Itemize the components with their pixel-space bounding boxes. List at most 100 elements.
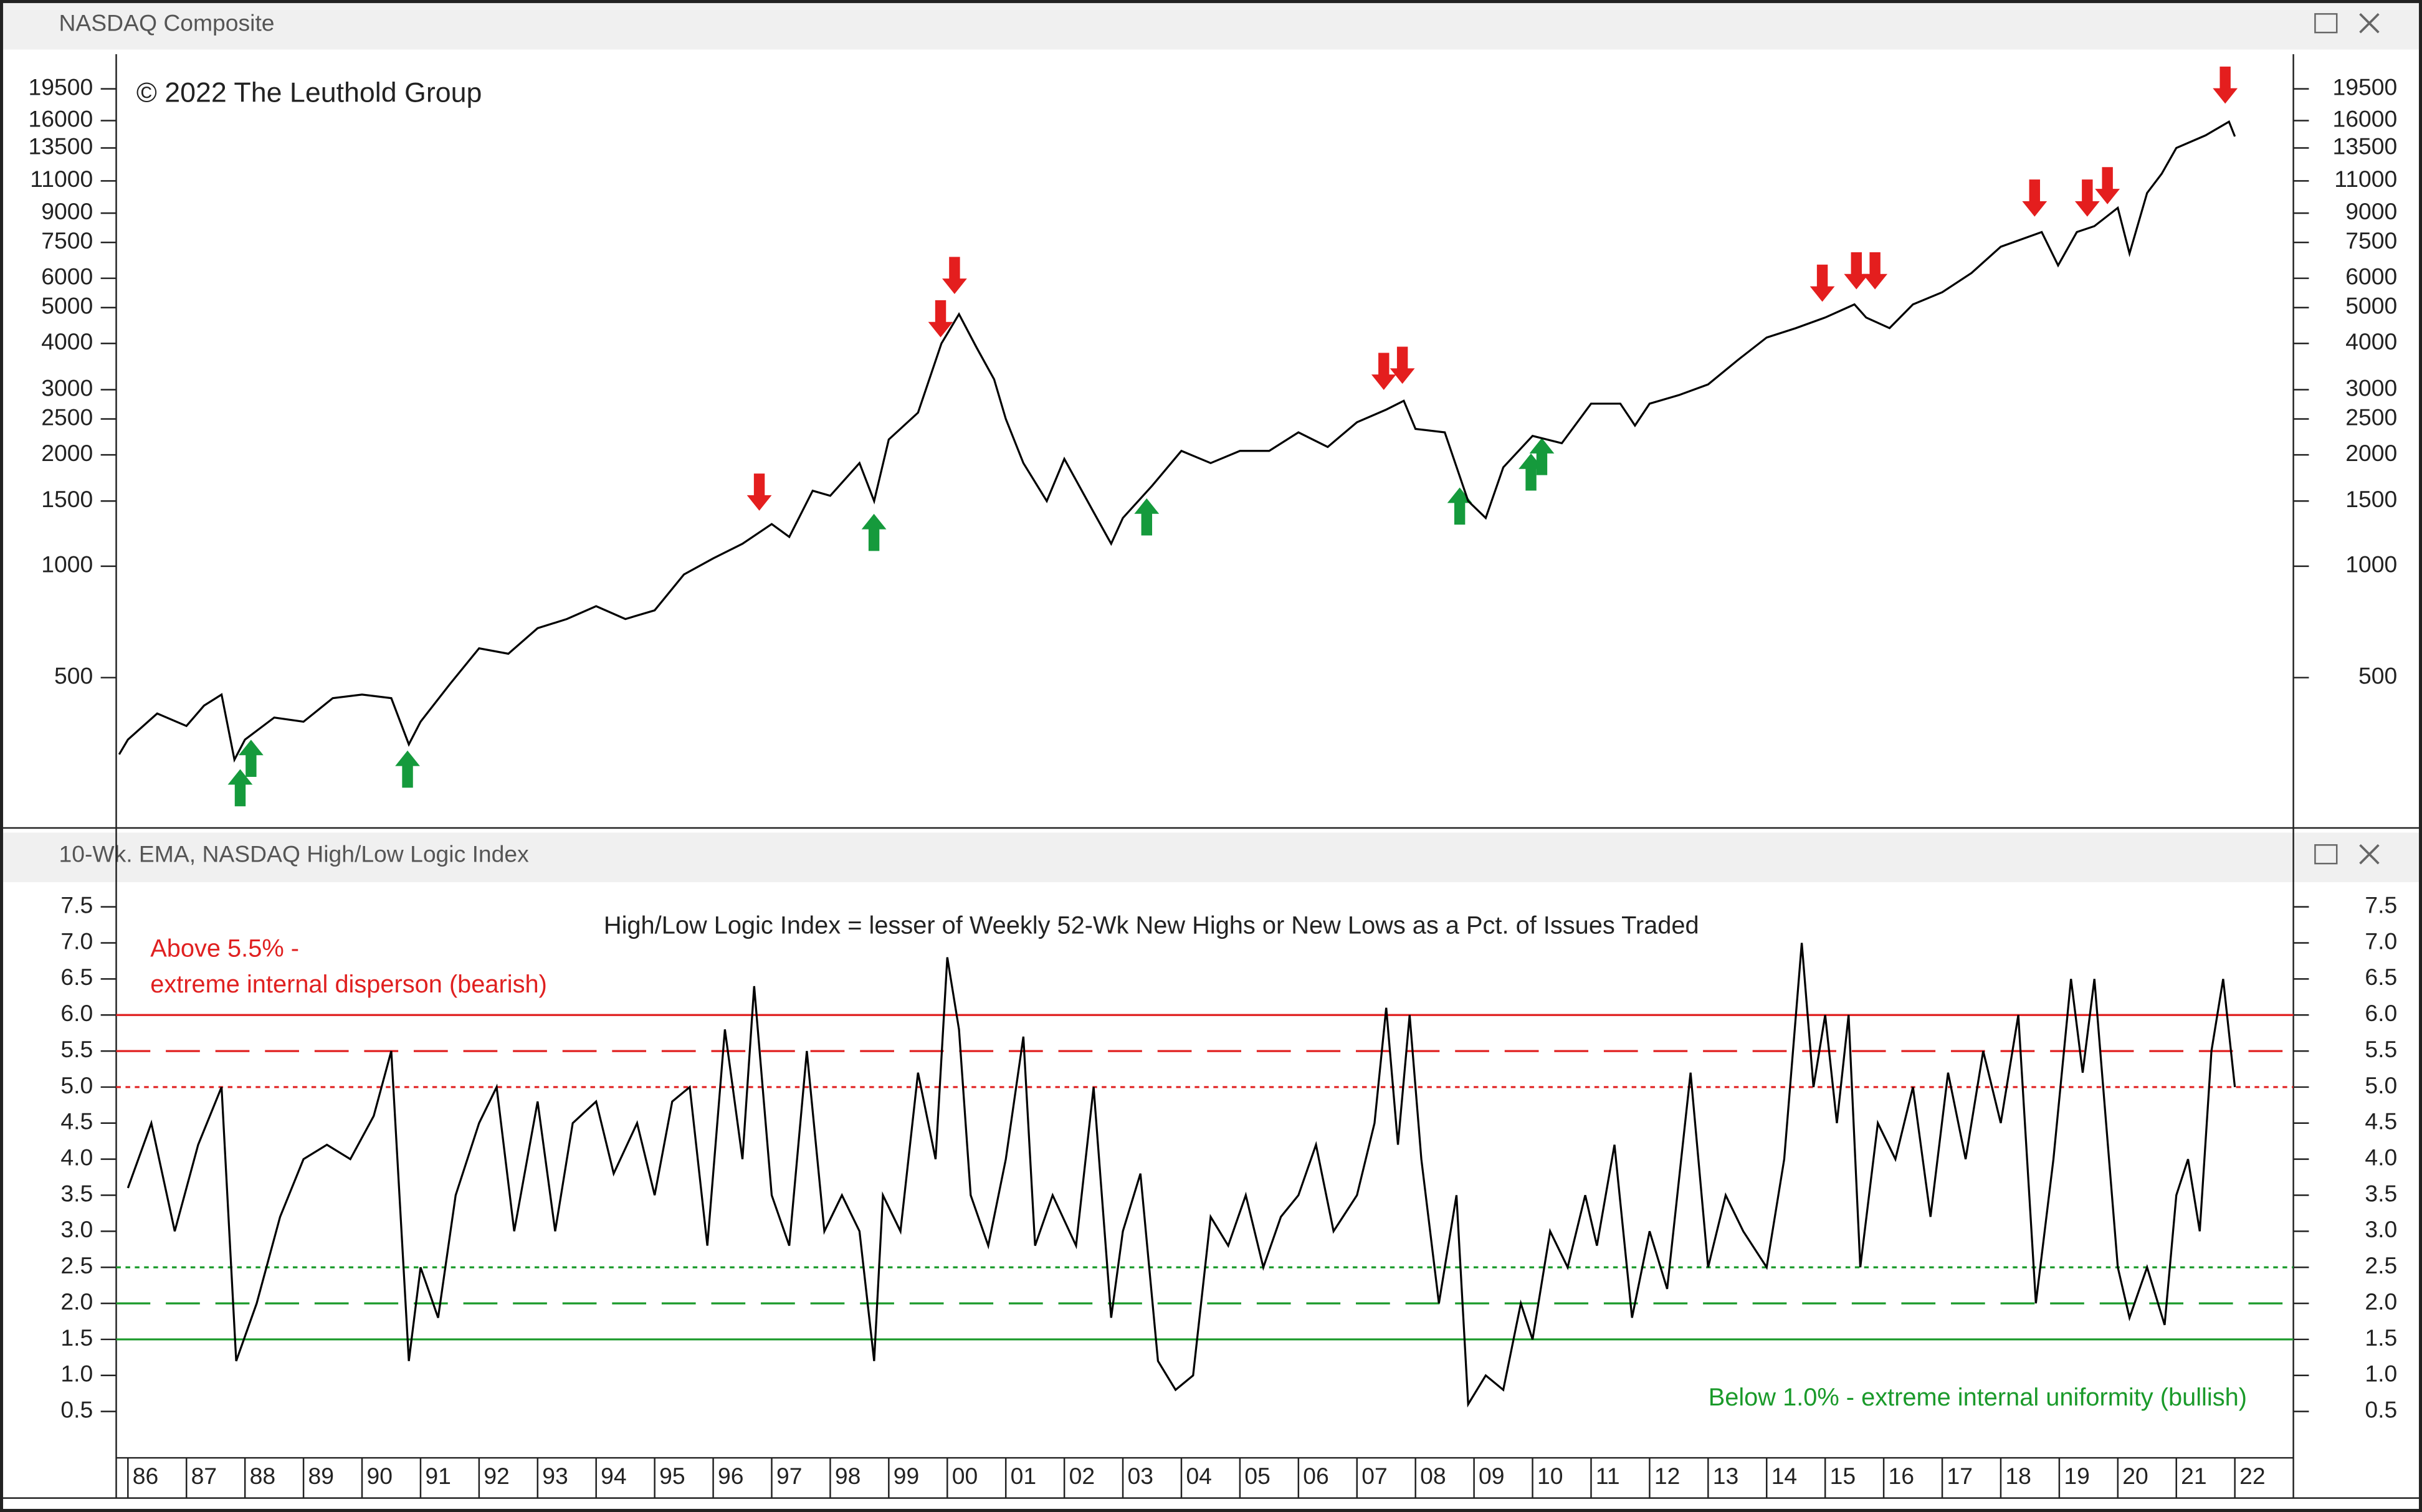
x-tick-label: 14 (1771, 1463, 1797, 1489)
y-tick-label: 16000 (2333, 106, 2398, 132)
sell-arrow (1844, 252, 1869, 290)
x-tick-label: 91 (425, 1463, 451, 1489)
x-tick-label: 10 (1537, 1463, 1563, 1489)
x-tick-label: 97 (776, 1463, 802, 1489)
panel-header (2, 2, 2420, 50)
y-tick-label: 6.5 (2365, 964, 2397, 990)
y-tick-label: 5.0 (60, 1072, 93, 1098)
buy-arrow (1529, 438, 1555, 475)
y-tick-label: 3000 (41, 374, 93, 401)
panel-title: 10-Wk. EMA, NASDAQ High/Low Logic Index (59, 841, 530, 867)
x-tick-label: 02 (1069, 1463, 1095, 1489)
buy-arrow (227, 769, 253, 807)
x-tick-label: 87 (191, 1463, 217, 1489)
y-tick-label: 7.5 (60, 892, 93, 918)
sell-arrow (928, 300, 953, 338)
y-tick-label: 4000 (41, 328, 93, 354)
y-tick-label: 2.0 (2365, 1288, 2397, 1315)
close-button[interactable] (2359, 844, 2380, 865)
x-tick-label: 19 (2064, 1463, 2089, 1489)
y-tick-label: 4000 (2345, 328, 2397, 354)
x-tick-label: 94 (601, 1463, 626, 1489)
restore-button[interactable] (2314, 13, 2338, 34)
data-line (126, 943, 2236, 1408)
y-tick-label: 500 (2358, 663, 2397, 689)
y-tick-label: 6.0 (2365, 1000, 2397, 1026)
sell-arrow (2074, 179, 2100, 217)
y-tick-label: 1.5 (60, 1324, 93, 1351)
y-tick-label: 2000 (2345, 440, 2397, 466)
y-tick-label: 1.0 (60, 1361, 93, 1387)
y-tick-label: 13500 (29, 133, 93, 159)
y-tick-label: 2.5 (60, 1252, 93, 1278)
y-tick-label: 1500 (41, 486, 93, 512)
x-tick-label: 86 (133, 1463, 158, 1489)
x-tick-label: 01 (1011, 1463, 1036, 1489)
x-tick-label: 20 (2122, 1463, 2148, 1489)
buy-arrow (395, 750, 420, 788)
annotation: Above 5.5% - (150, 935, 299, 963)
buy-arrow (861, 513, 887, 551)
y-tick-label: 11000 (30, 166, 93, 192)
y-tick-label: 7500 (2345, 227, 2397, 254)
x-tick-label: 95 (659, 1463, 685, 1489)
x-tick-label: 00 (952, 1463, 978, 1489)
x-tick-label: 96 (718, 1463, 743, 1489)
sell-arrow (2095, 167, 2120, 204)
copyright: © 2022 The Leuthold Group (136, 77, 482, 108)
y-tick-label: 1.0 (2365, 1361, 2397, 1387)
close-button[interactable] (2359, 13, 2380, 34)
x-tick-label: 88 (250, 1463, 275, 1489)
x-tick-label: 89 (308, 1463, 334, 1489)
y-tick-label: 6000 (41, 264, 93, 290)
panel-title: NASDAQ Composite (59, 10, 275, 36)
x-tick-label: 22 (2239, 1463, 2265, 1489)
y-tick-label: 3.0 (60, 1216, 93, 1242)
y-tick-label: 3.5 (2365, 1180, 2397, 1206)
y-tick-label: 4.0 (60, 1144, 93, 1171)
y-tick-label: 5.0 (2365, 1072, 2397, 1098)
y-tick-label: 2500 (41, 404, 93, 430)
panel-header (2, 832, 2420, 882)
subtitle: High/Low Logic Index = lesser of Weekly … (604, 912, 1699, 939)
y-tick-label: 6.0 (60, 1000, 93, 1026)
y-tick-label: 1000 (2345, 551, 2397, 578)
y-tick-label: 6.5 (60, 964, 93, 990)
x-tick-label: 07 (1361, 1463, 1387, 1489)
y-tick-label: 3000 (2345, 374, 2397, 401)
y-tick-label: 9000 (2345, 198, 2397, 224)
y-tick-label: 1.5 (2365, 1324, 2397, 1351)
y-tick-label: 1000 (41, 551, 93, 578)
y-tick-label: 2000 (41, 440, 93, 466)
sell-arrow (746, 473, 772, 511)
y-tick-label: 5000 (2345, 293, 2397, 319)
sell-arrow (942, 257, 967, 294)
x-tick-label: 09 (1479, 1463, 1504, 1489)
x-tick-label: 11 (1596, 1463, 1620, 1489)
sell-arrow (1371, 353, 1396, 391)
sell-arrow (2022, 179, 2048, 217)
y-tick-label: 13500 (2333, 133, 2398, 159)
y-tick-label: 7.5 (2365, 892, 2397, 918)
x-tick-label: 90 (366, 1463, 392, 1489)
x-tick-label: 93 (542, 1463, 568, 1489)
y-tick-label: 7500 (41, 227, 93, 254)
y-tick-label: 500 (54, 663, 93, 689)
sell-arrow (1390, 346, 1415, 384)
x-tick-label: 99 (894, 1463, 919, 1489)
y-tick-label: 11000 (2334, 166, 2397, 192)
y-tick-label: 7.0 (60, 928, 93, 954)
x-tick-label: 04 (1186, 1463, 1211, 1489)
sell-arrow (1809, 264, 1835, 302)
y-tick-label: 3.5 (60, 1180, 93, 1206)
y-tick-label: 5.5 (60, 1036, 93, 1062)
restore-button[interactable] (2314, 844, 2338, 865)
y-tick-label: 2.0 (60, 1288, 93, 1315)
data-line (118, 120, 2236, 763)
window-buttons[interactable] (2314, 13, 2380, 865)
y-tick-label: 0.5 (2365, 1397, 2397, 1423)
x-tick-label: 21 (2181, 1463, 2206, 1489)
y-tick-label: 6000 (2345, 264, 2397, 290)
x-tick-label: 92 (484, 1463, 509, 1489)
